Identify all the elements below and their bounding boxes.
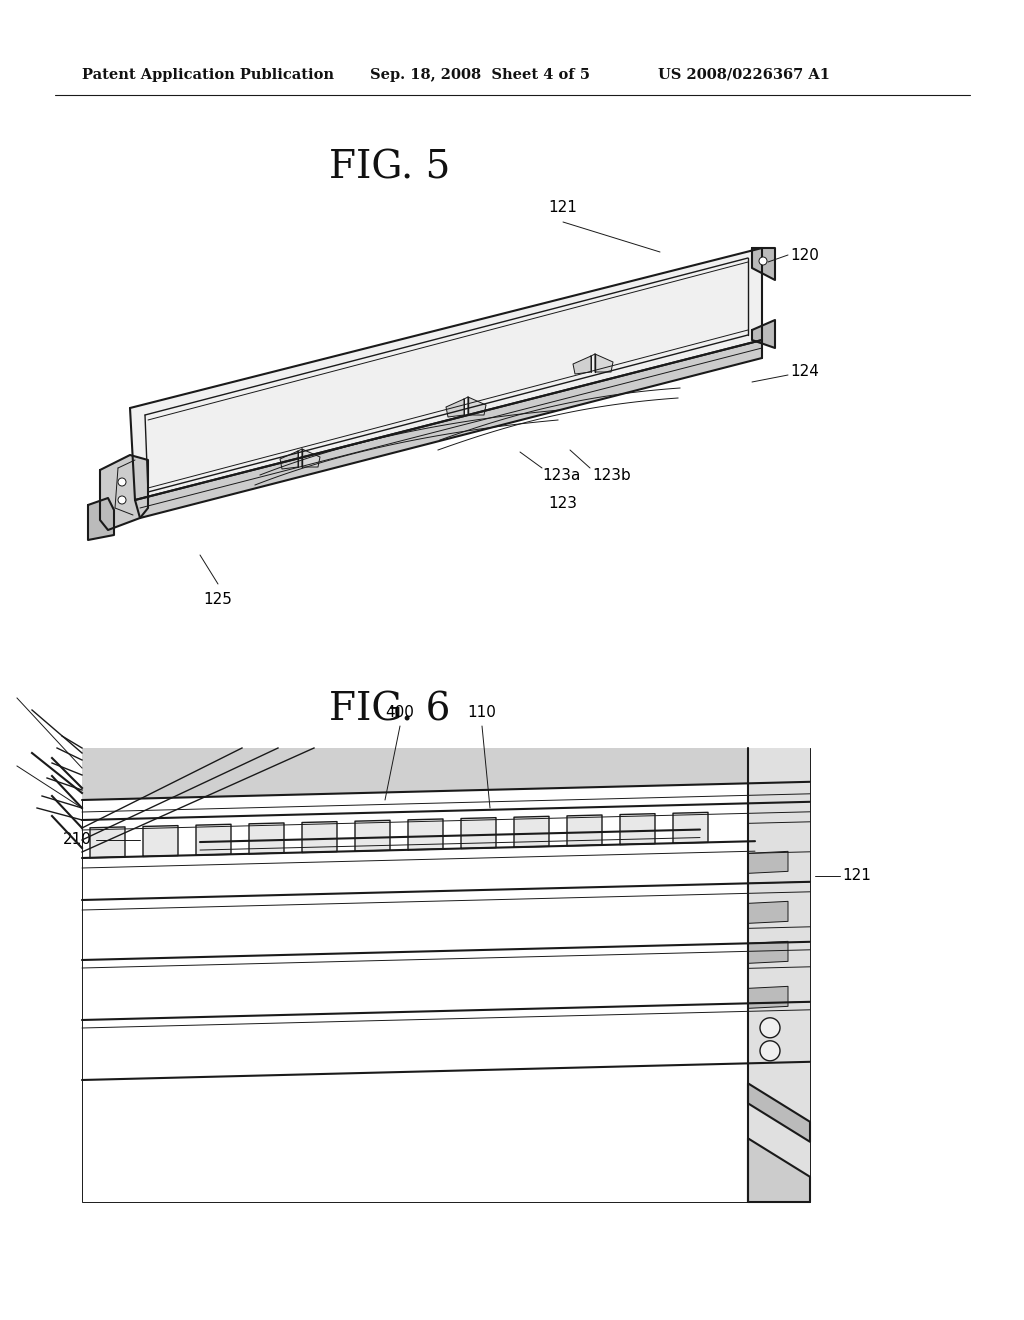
Polygon shape bbox=[595, 354, 613, 372]
Text: 123b: 123b bbox=[592, 467, 631, 483]
Text: 125: 125 bbox=[204, 591, 232, 607]
Polygon shape bbox=[461, 817, 496, 849]
Polygon shape bbox=[143, 825, 178, 857]
Text: FIG. 5: FIG. 5 bbox=[330, 149, 451, 186]
Polygon shape bbox=[446, 399, 464, 417]
Polygon shape bbox=[514, 816, 549, 847]
Polygon shape bbox=[748, 1084, 810, 1142]
Polygon shape bbox=[196, 824, 231, 855]
Polygon shape bbox=[302, 449, 319, 467]
Circle shape bbox=[760, 1018, 780, 1038]
Polygon shape bbox=[573, 356, 591, 374]
Polygon shape bbox=[748, 1138, 810, 1203]
Polygon shape bbox=[355, 820, 390, 851]
Text: 120: 120 bbox=[790, 248, 819, 263]
Text: Patent Application Publication: Patent Application Publication bbox=[82, 69, 334, 82]
Text: 123: 123 bbox=[549, 496, 578, 511]
Text: FIG. 6: FIG. 6 bbox=[330, 692, 451, 729]
Polygon shape bbox=[620, 813, 655, 845]
Polygon shape bbox=[135, 341, 762, 517]
Polygon shape bbox=[100, 455, 148, 531]
Text: 124: 124 bbox=[790, 364, 819, 380]
Polygon shape bbox=[748, 941, 788, 964]
Circle shape bbox=[118, 496, 126, 504]
Polygon shape bbox=[748, 902, 788, 924]
Polygon shape bbox=[130, 248, 762, 500]
Polygon shape bbox=[748, 748, 810, 1203]
Text: 400: 400 bbox=[386, 705, 415, 719]
Polygon shape bbox=[748, 851, 788, 874]
Polygon shape bbox=[752, 319, 775, 348]
Text: 123a: 123a bbox=[542, 467, 581, 483]
Text: US 2008/0226367 A1: US 2008/0226367 A1 bbox=[658, 69, 830, 82]
Text: 210: 210 bbox=[63, 833, 92, 847]
Polygon shape bbox=[90, 826, 125, 858]
Circle shape bbox=[118, 478, 126, 486]
Polygon shape bbox=[673, 812, 708, 843]
Circle shape bbox=[759, 257, 767, 265]
Polygon shape bbox=[408, 818, 443, 850]
Text: 121: 121 bbox=[549, 201, 578, 215]
Polygon shape bbox=[280, 451, 298, 469]
Polygon shape bbox=[249, 822, 284, 854]
Circle shape bbox=[760, 1040, 780, 1061]
Polygon shape bbox=[302, 821, 337, 853]
Polygon shape bbox=[752, 248, 775, 280]
Text: 121: 121 bbox=[842, 869, 870, 883]
Polygon shape bbox=[88, 498, 114, 540]
Polygon shape bbox=[567, 814, 602, 846]
Bar bbox=[82, 748, 810, 1203]
Text: Sep. 18, 2008  Sheet 4 of 5: Sep. 18, 2008 Sheet 4 of 5 bbox=[370, 69, 590, 82]
Text: 110: 110 bbox=[468, 705, 497, 719]
Polygon shape bbox=[468, 397, 486, 414]
Polygon shape bbox=[748, 986, 788, 1008]
Polygon shape bbox=[82, 748, 810, 800]
